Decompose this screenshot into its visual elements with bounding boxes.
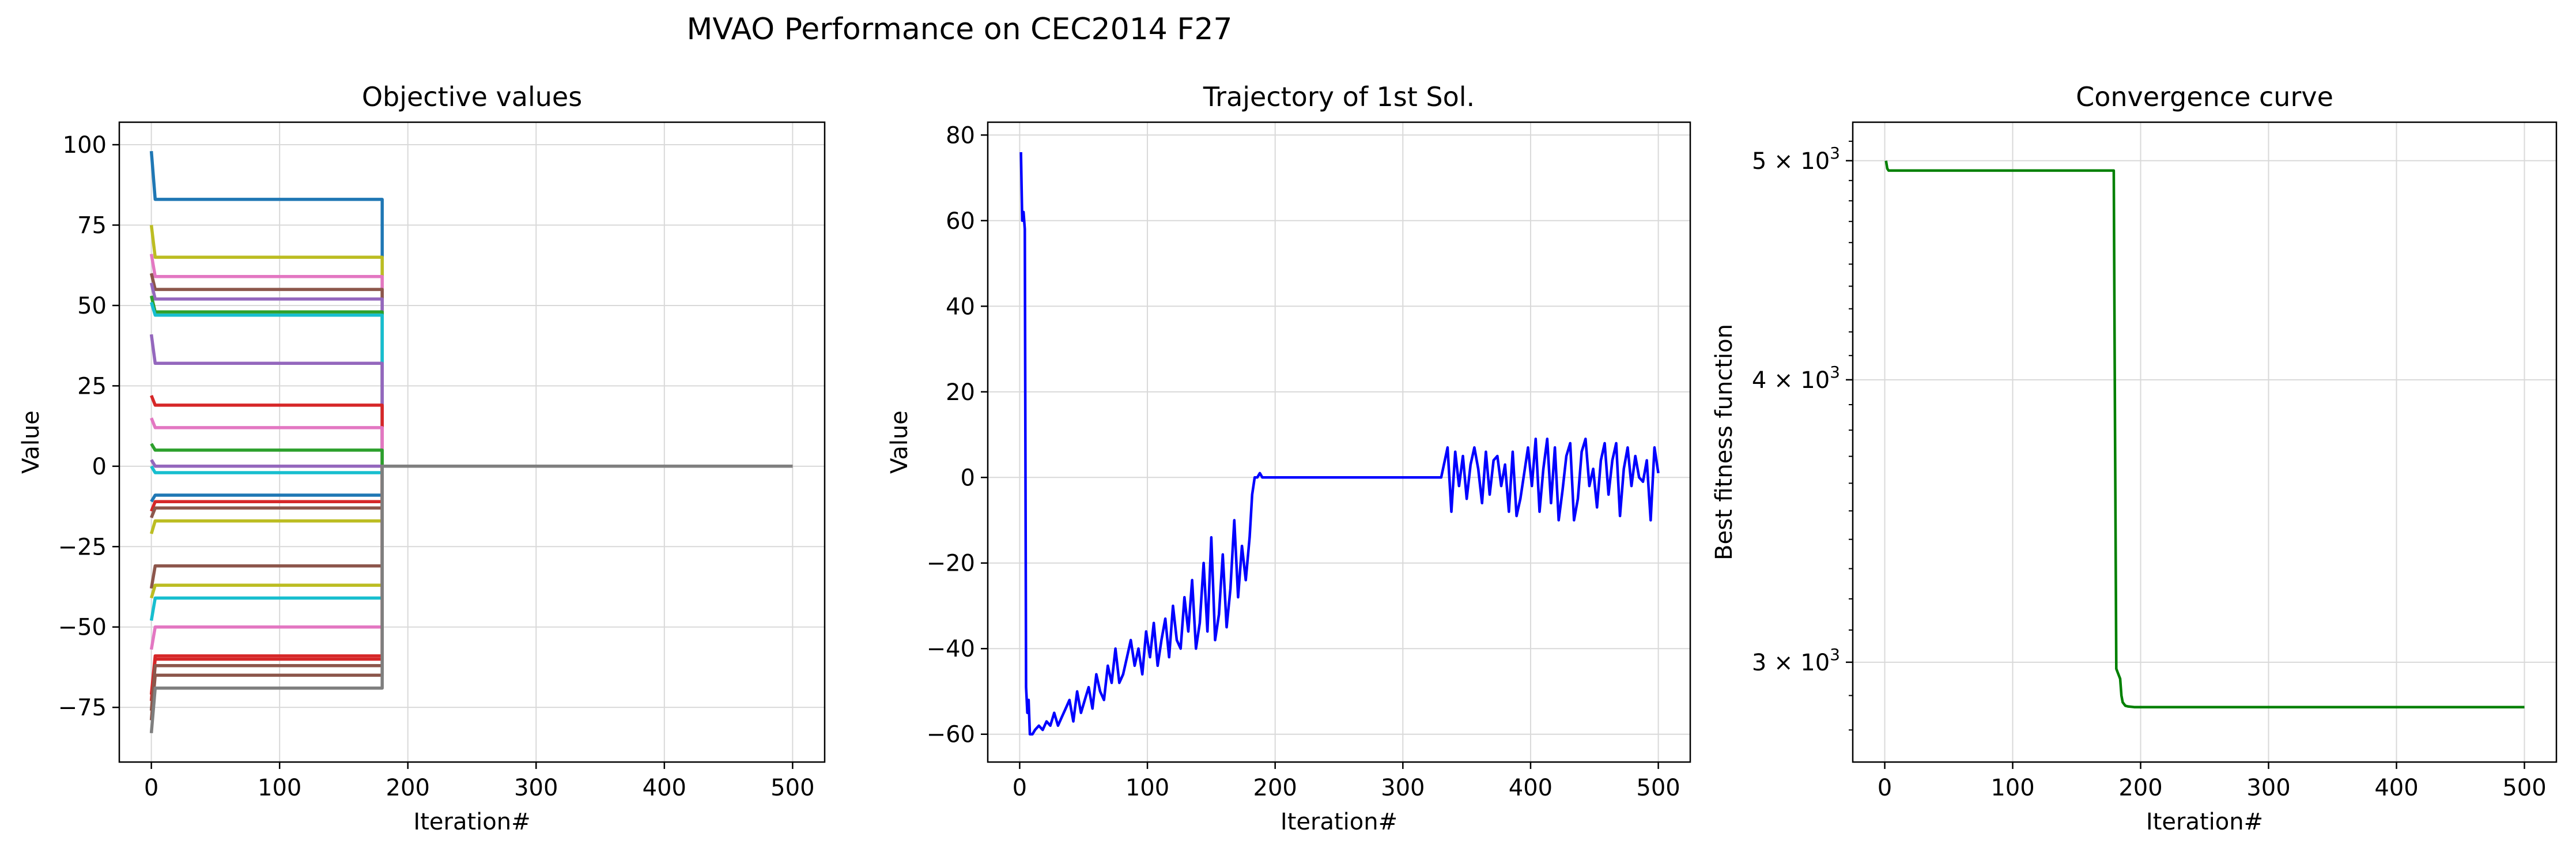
x-axis-label: Iteration# [413,809,530,835]
series-line-7 [149,334,793,468]
x-tick-label: 200 [2118,775,2162,801]
x-tick-label: 400 [2374,775,2418,801]
x-axis-label: Iteration# [2146,809,2263,835]
y-tick-label: −20 [927,550,975,577]
series-line-0 [149,150,793,468]
y-axis-label: Value [18,410,44,474]
panel-title: Objective values [362,81,582,112]
y-tick-label: 60 [946,208,975,235]
y-tick-label: 20 [946,379,975,406]
y-tick-label: 4 × 103 [1752,363,1840,394]
y-axis-label: Value [886,410,913,474]
series-line [1019,152,1660,736]
y-tick-label: 5 × 103 [1752,144,1840,175]
x-tick-label: 100 [1990,775,2034,801]
grid [988,122,1690,762]
series-line-2 [149,254,793,468]
panel-title: Convergence curve [2076,81,2333,112]
y-tick-label: −40 [927,636,975,662]
x-tick-label: 300 [2246,775,2290,801]
y-tick-label: −75 [58,695,107,721]
series-line [1884,160,2525,708]
series-line-6 [149,301,793,468]
x-tick-label: 0 [144,775,158,801]
x-tick-label: 500 [2502,775,2546,801]
y-tick-label: 50 [77,293,107,319]
y-tick-label: 40 [946,293,975,320]
y-axis-label: Best fitness function [1711,324,1738,560]
x-tick-label: 300 [514,775,558,801]
objective-values-panel: 0 100 200 300 400 500 −75 −50 −25 0 25 50 75 100 Objec… [18,81,826,835]
y-tick-label: −25 [58,534,107,560]
x-tick-label: 100 [1125,775,1169,801]
y-tick-label: −60 [927,722,975,748]
series-line-16 [149,465,793,534]
plot-area [1019,152,1660,736]
x-tick-label: 300 [1381,775,1425,801]
convergence-panel: 0 100 200 300 400 500 3 × 103 4 × 103 5 × 103 Con… [1711,81,2558,835]
series-line-24 [149,465,793,721]
x-tick-label: 100 [258,775,301,801]
y-tick-label: 25 [77,373,107,399]
x-tick-label: 0 [1013,775,1027,801]
y-tick-label: 100 [63,132,107,159]
y-tick-label: 75 [77,212,107,239]
series-line-18 [149,465,793,599]
plot-area [1884,160,2525,708]
figure-title: MVAO Performance on CEC2014 F27 [687,12,1233,47]
series-line-25 [149,465,793,734]
series-line-17 [149,465,793,589]
x-tick-label: 200 [386,775,430,801]
x-tick-label: 400 [1509,775,1553,801]
x-tick-label: 500 [1636,775,1680,801]
series-line-10 [150,443,793,468]
x-tick-label: 400 [643,775,686,801]
y-tick-label: 0 [92,454,107,480]
y-tick-label: 0 [961,465,975,491]
x-tick-label: 500 [770,775,814,801]
series-line-9 [150,417,793,468]
x-tick-label: 0 [1878,775,1892,801]
plot-area [149,150,793,734]
x-axis-label: Iteration# [1281,809,1397,835]
series-line-5 [149,295,793,468]
axes-frame [987,121,1691,763]
trajectory-panel: 0 100 200 300 400 500 −60 −40 −20 0 20 40 60 80 Trajec… [886,81,1691,835]
axes-frame [118,121,826,763]
grid [1853,122,2556,762]
y-tick-label: −50 [58,614,107,641]
series-line-1 [149,225,793,468]
x-tick-label: 200 [1253,775,1297,801]
panel-title: Trajectory of 1st Sol. [1203,81,1475,112]
grid [119,122,825,762]
series-line-8 [150,395,793,468]
y-tick-label: 80 [946,122,975,149]
y-tick-label: 3 × 103 [1752,645,1840,676]
series-line-3 [149,273,793,468]
axes-frame [1852,121,2558,763]
series-line-19 [149,465,793,621]
